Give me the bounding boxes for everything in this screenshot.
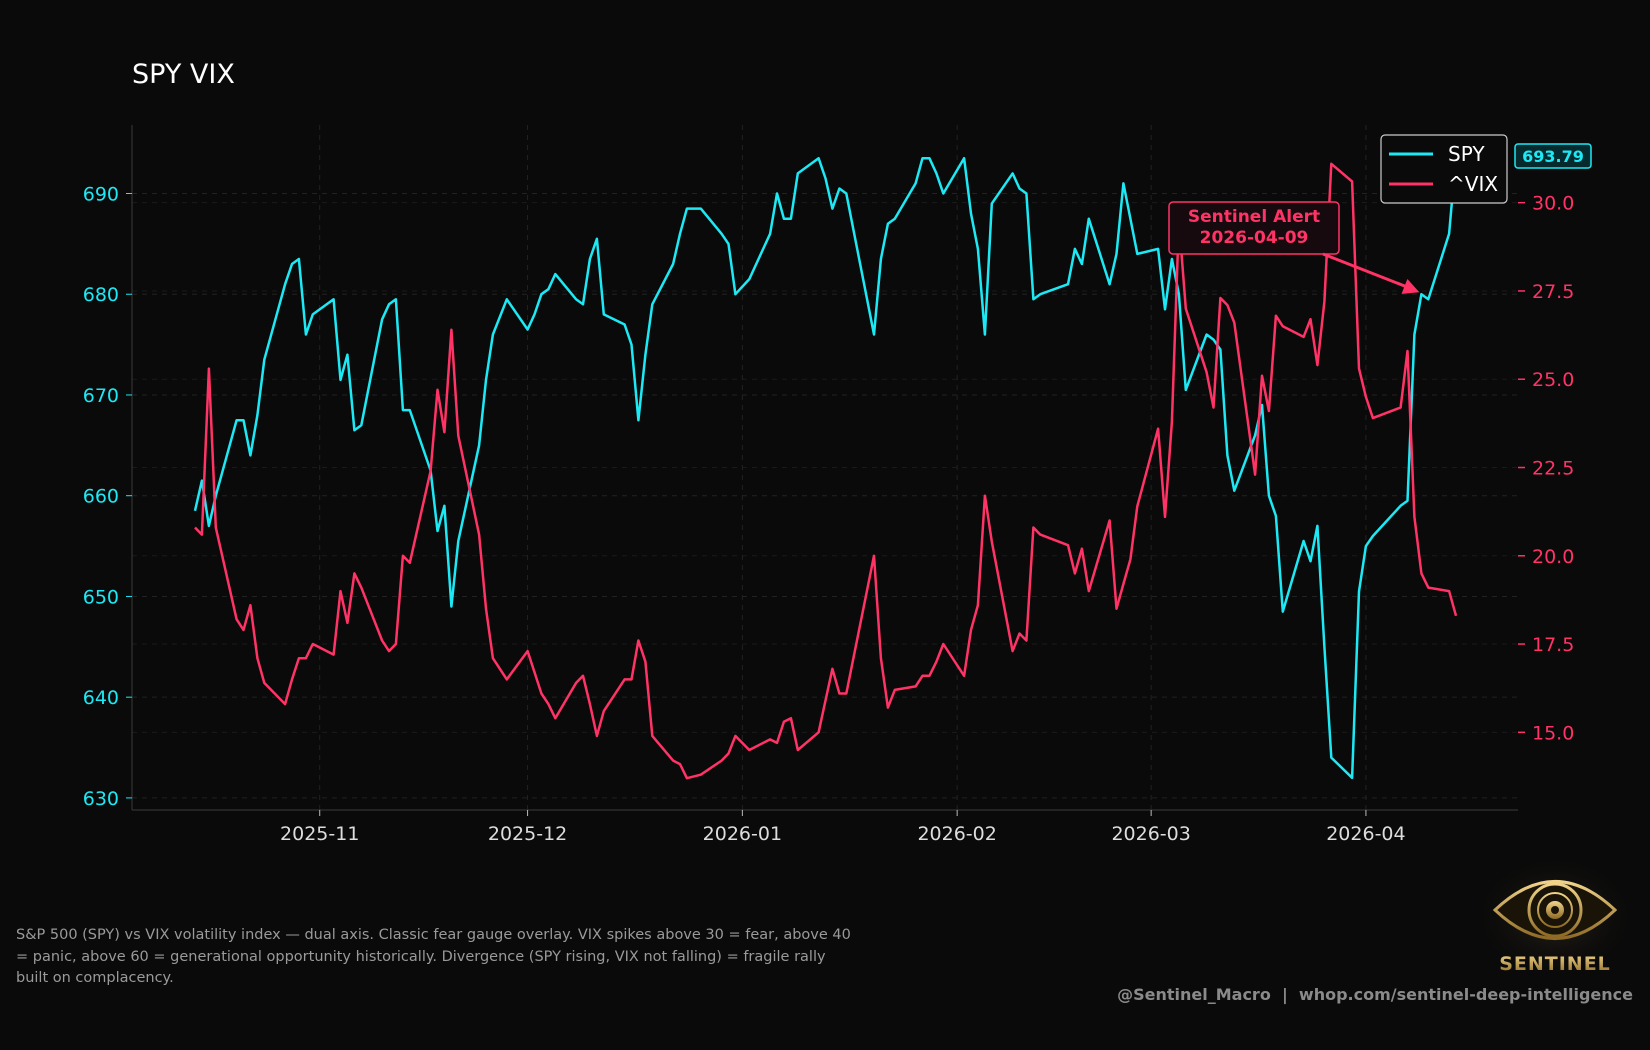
x-tick-label: 2026-02	[917, 823, 996, 845]
right-tick-label: 17.5	[1532, 634, 1574, 656]
left-tick-label: 640	[83, 687, 119, 709]
legend: SPY ^VIX	[1380, 134, 1508, 204]
x-tick-label: 2026-04	[1326, 823, 1405, 845]
eye-icon	[1492, 880, 1618, 940]
legend-label: SPY	[1448, 142, 1485, 166]
series-layer	[193, 155, 1458, 780]
legend-label: ^VIX	[1448, 172, 1498, 196]
right-tick-label: 20.0	[1532, 546, 1574, 568]
sentinel-logo: SENTINEL	[1470, 845, 1640, 975]
x-tick-label: 2026-01	[703, 823, 782, 845]
vix-line	[194, 162, 1458, 780]
x-tick-label: 2025-11	[280, 823, 359, 845]
annotation-text: Sentinel Alert	[1188, 207, 1320, 227]
right-tick-label: 22.5	[1532, 458, 1574, 480]
badge-box	[1514, 143, 1592, 169]
left-tick-label: 680	[83, 284, 119, 306]
chart-title: SPY VIX	[132, 59, 235, 90]
left-tick-label: 690	[83, 184, 119, 206]
right-tick-label: 27.5	[1532, 281, 1574, 303]
annotation-arrowhead	[1401, 278, 1420, 294]
badge-value: 693.79	[1522, 147, 1584, 166]
footer-credit: @Sentinel_Macro | whop.com/sentinel-deep…	[1117, 985, 1633, 1004]
logo-text: SENTINEL	[1499, 953, 1611, 975]
x-tick-label: 2025-12	[488, 823, 567, 845]
x-tick-label: 2026-03	[1111, 823, 1190, 845]
right-tick-label: 25.0	[1532, 369, 1574, 391]
left-tick-label: 670	[83, 385, 119, 407]
right-tick-label: 30.0	[1532, 193, 1574, 215]
annotation-text: 2026-04-09	[1200, 228, 1309, 248]
annotation-box	[1168, 201, 1340, 255]
spy-line	[193, 155, 1458, 780]
left-tick-label: 630	[83, 788, 119, 810]
legend-box	[1380, 134, 1508, 204]
axes: 630 640 650 660 670 680 690 15.0 17.5 20.0 22.5 25.…	[83, 125, 1574, 845]
chart-caption: S&P 500 (SPY) vs VIX volatility index — …	[16, 927, 851, 986]
annotation-arrow	[1322, 252, 1416, 292]
left-tick-label: 650	[83, 586, 119, 608]
last-value-badge: 693.79	[1514, 143, 1592, 169]
left-tick-label: 660	[83, 486, 119, 508]
right-tick-label: 15.0	[1532, 722, 1574, 744]
